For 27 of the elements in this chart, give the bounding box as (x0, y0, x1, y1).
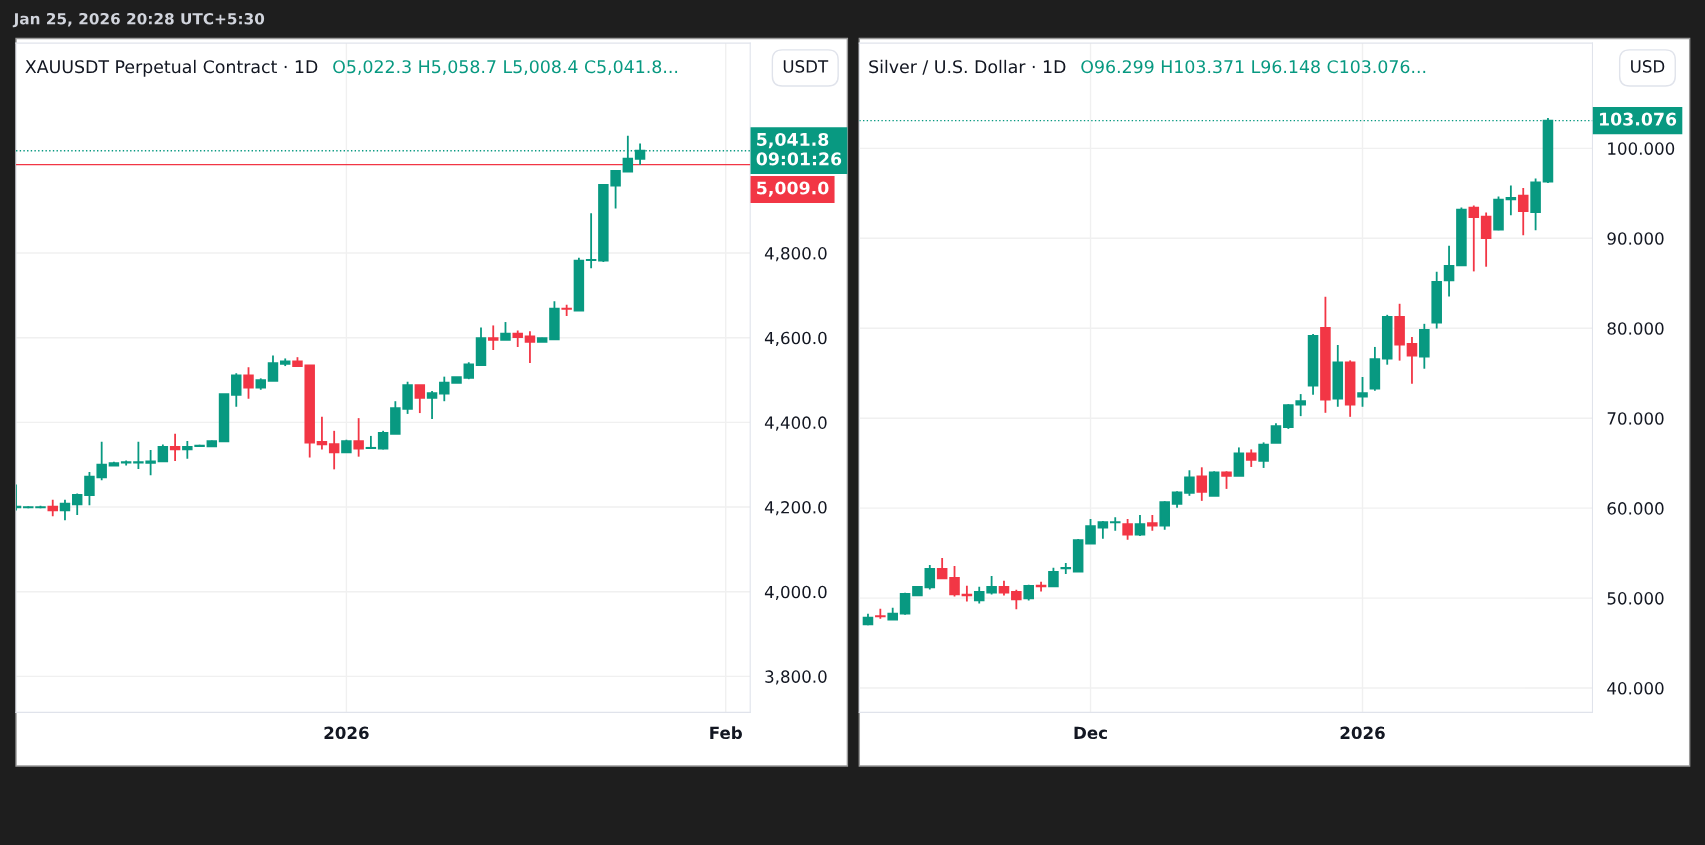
x-tick-label: 2026 (324, 726, 369, 740)
y-tick-label: 80.000 (1607, 322, 1664, 335)
y-tick-label: 4,000.0 (764, 585, 827, 600)
y-axis-title: USDT (783, 60, 829, 73)
ref-line-label: 5,009.0 (757, 181, 829, 197)
y-tick-label: 70.000 (1607, 412, 1664, 425)
y-tick-label: 4,400.0 (764, 416, 827, 431)
text: O96.299 H103.371 L96.148 C103.076... (1081, 60, 1426, 74)
y-tick-label: 3,800.0 (765, 670, 827, 685)
ref-line-label: 5,041.8 09:01:26 (756, 132, 842, 166)
y-tick-label: 50.000 (1607, 592, 1664, 605)
y-tick-label: 4,200.0 (764, 501, 827, 516)
y-tick-label: 4,800.0 (764, 247, 827, 262)
y-tick-label: 60.000 (1607, 502, 1664, 515)
y-axis-title: USD (1631, 60, 1665, 73)
text: XAUUSDT Perpetual Contract · 1D (25, 59, 318, 77)
x-tick-label: Feb (710, 726, 742, 740)
x-tick-label: Dec (1074, 726, 1107, 740)
y-tick-label: 100.000 (1608, 142, 1675, 155)
y-tick-label: 4,600.0 (764, 331, 827, 346)
text: O5,022.3 H5,058.7 L5,008.4 C5,041.8... (333, 60, 678, 76)
ref-line-label: 103.076 (1599, 112, 1677, 126)
text: Silver / U.S. Dollar · 1D (869, 59, 1066, 75)
y-tick-label: 90.000 (1607, 232, 1664, 245)
y-tick-label: 40.000 (1607, 682, 1664, 695)
text: Jan 25, 2026 20:28 UTC+5:30 (12, 12, 265, 28)
x-tick-label: 2026 (1340, 726, 1385, 740)
